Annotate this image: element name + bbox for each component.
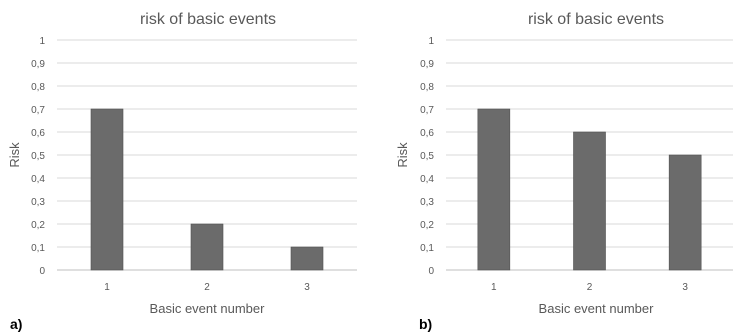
y-tick-label: 0,2 [31, 220, 45, 231]
x-tick-label: 3 [682, 282, 688, 293]
bar-3 [668, 154, 702, 271]
y-tick-label: 0,5 [31, 151, 45, 162]
y-tick-label: 0,1 [420, 243, 434, 254]
x-tick-label: 1 [491, 282, 497, 293]
bar-1 [477, 108, 511, 271]
y-tick-label: 0,1 [31, 243, 45, 254]
bar-2 [190, 223, 224, 271]
chart-title: risk of basic events [528, 11, 664, 28]
bar-3 [290, 246, 324, 271]
chart-panel-2: risk of basic events 0 0,1 0,2 0,3 0,4 0,5 0,6 0… [395, 11, 733, 332]
y-tick-label: 0,9 [420, 59, 434, 70]
y-tick-label: 0,9 [31, 59, 45, 70]
chart-panel-1: risk of basic events 0 0,1 0,2 0,3 0,4 0,5 0,6 0… [7, 11, 357, 332]
chart-title: risk of basic events [140, 11, 276, 28]
bar-1 [90, 108, 124, 271]
y-tick-label: 0,5 [420, 151, 434, 162]
y-tick-label: 0,8 [420, 82, 434, 93]
y-tick-label: 0 [39, 266, 45, 277]
y-tick-label: 0,3 [31, 197, 45, 208]
x-tick-label: 2 [204, 282, 210, 293]
y-tick-label: 0,2 [420, 220, 434, 231]
y-axis-label: Risk [7, 142, 22, 168]
y-tick-label: 1 [39, 36, 45, 47]
x-tick-label: 1 [104, 282, 110, 293]
panel-label: b) [419, 316, 432, 332]
y-tick-label: 0,4 [420, 174, 434, 185]
y-tick-label: 0 [428, 266, 434, 277]
bar-2 [573, 131, 606, 271]
y-tick-label: 0,4 [31, 174, 45, 185]
y-tick-label: 0,7 [420, 105, 434, 116]
panel-label: a) [10, 316, 22, 332]
x-tick-label: 2 [587, 282, 593, 293]
y-tick-label: 0,7 [31, 105, 45, 116]
y-tick-label: 0,6 [420, 128, 434, 139]
y-axis-label: Risk [395, 142, 410, 168]
y-tick-label: 0,6 [31, 128, 45, 139]
x-axis-label: Basic event number [150, 301, 266, 316]
y-tick-label: 0,3 [420, 197, 434, 208]
y-tick-label: 0,8 [31, 82, 45, 93]
x-axis-label: Basic event number [539, 301, 655, 316]
x-tick-label: 3 [304, 282, 310, 293]
y-tick-label: 1 [428, 36, 434, 47]
